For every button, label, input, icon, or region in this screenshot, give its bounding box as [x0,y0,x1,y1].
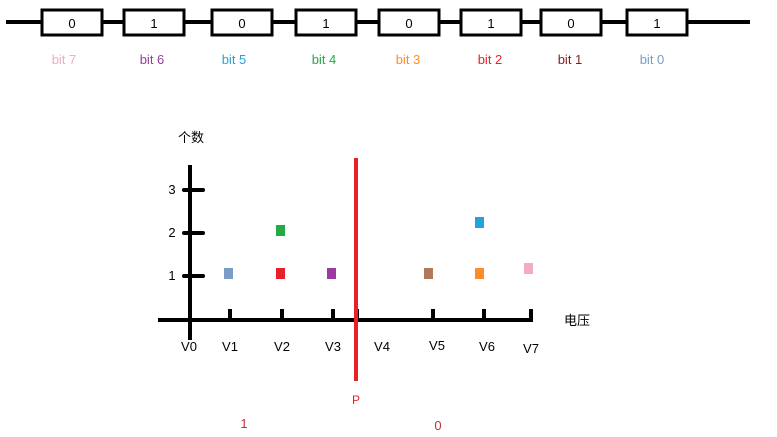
data-point [276,268,285,279]
bit-label: bit 5 [222,52,247,67]
register-cell-value: 1 [150,16,157,31]
x-ticks: V0 V1 V2 V3 V4 V5 V6 V7 [181,309,539,356]
x-tick-label: V5 [429,338,445,353]
data-point [327,268,336,279]
x-tick-label: V6 [479,339,495,354]
register-cell-bit-3 [377,8,441,37]
register-cell-bit-5 [210,8,274,37]
bit-label: bit 2 [478,52,503,67]
region-label-1: 1 [240,416,247,431]
data-point [424,268,433,279]
x-tick-label: V3 [325,339,341,354]
data-points [224,217,533,279]
x-axis-label: 电压 [564,313,590,328]
bit-label: bit 3 [396,52,421,67]
x-tick-label: V2 [274,339,290,354]
register-cell-value: 1 [653,16,660,31]
data-point [475,217,484,228]
data-point [475,268,484,279]
data-point [224,268,233,279]
register-cell-value: 0 [68,16,75,31]
x-tick-label: V4 [374,339,390,354]
x-tick-label: V0 [181,339,197,354]
bit-label: bit 7 [52,52,77,67]
y-axis-label: 个数 [178,130,204,145]
bit-label: bit 4 [312,52,337,67]
register-cell-value: 0 [405,16,412,31]
register-cell-bit-6 [122,8,186,37]
y-tick-label: 2 [168,225,175,240]
data-point [276,225,285,236]
register-cell-value: 0 [238,16,245,31]
region-label-0: 0 [434,418,441,433]
register-cell-bit-0 [625,8,689,37]
bit-label: bit 6 [140,52,165,67]
y-tick-label: 1 [168,268,175,283]
register-cell-value: 1 [487,16,494,31]
register-cell-bit-4 [294,8,358,37]
bit-label: bit 0 [640,52,665,67]
y-tick-label: 3 [168,182,175,197]
bit-labels: bit 7 bit 6 bit 5 bit 4 bit 3 bit 2 bit 1 bit 0 [52,52,665,67]
register-cell-value: 1 [322,16,329,31]
threshold-label: P [352,393,360,407]
register-cell-bit-7 [40,8,104,37]
y-ticks: 1 2 3 [168,182,205,283]
bit-label: bit 1 [558,52,583,67]
x-tick-label: V1 [222,339,238,354]
register-cells: 0 1 0 1 0 1 0 1 [40,8,689,37]
register-cell-value: 0 [567,16,574,31]
x-tick-label: V7 [523,341,539,356]
register-cell-bit-2 [459,8,523,37]
data-point [524,263,533,274]
register-cell-bit-1 [539,8,603,37]
